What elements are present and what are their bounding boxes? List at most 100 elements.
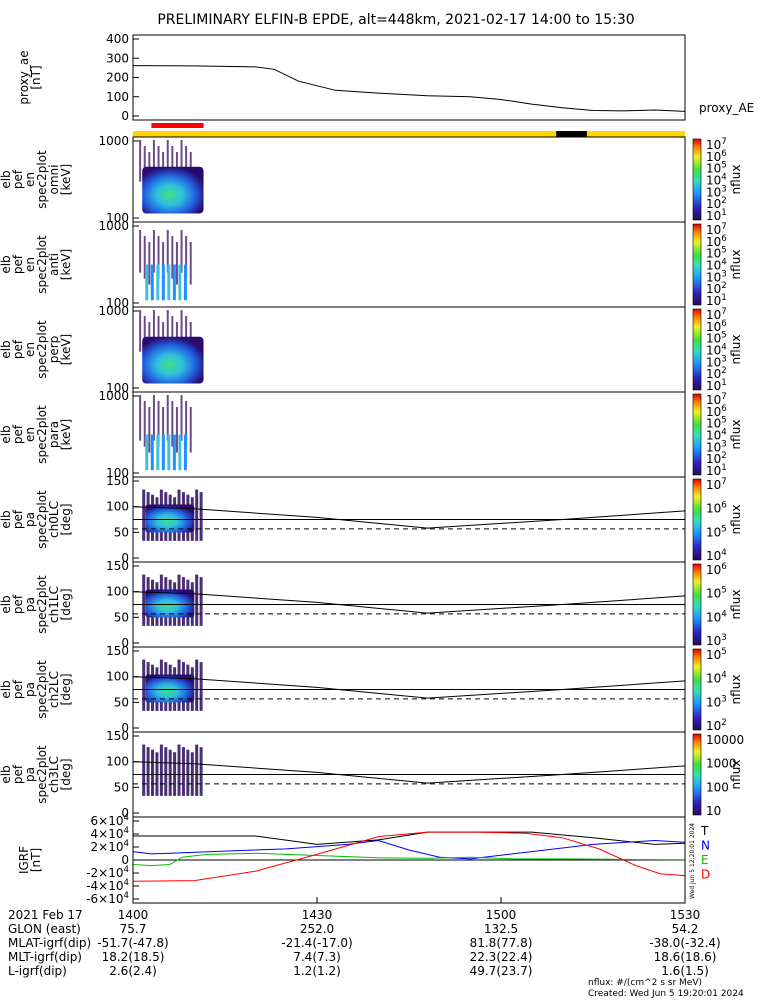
spectrogram-streak — [152, 310, 155, 352]
panel-frame — [132, 391, 686, 478]
spectrogram-streak — [157, 236, 160, 279]
colorbar-label: 106 — [706, 234, 727, 249]
y-tick-label: 100 — [106, 585, 129, 599]
x-row-value: 252.0 — [300, 922, 334, 936]
spectrogram-streak — [180, 140, 183, 182]
x-row-value: 49.7(23.7) — [470, 964, 533, 978]
spectrogram-streak — [166, 395, 169, 441]
y-axis-label: pef — [11, 679, 25, 699]
colorbar — [692, 223, 702, 306]
colorbar-label: 107 — [706, 477, 727, 492]
x-row-value: 1.6(1.5) — [661, 964, 709, 978]
spectrogram-streak — [178, 434, 182, 471]
y-axis-label: pa — [23, 682, 37, 697]
pa-streak — [177, 744, 181, 796]
spectrogram-streak — [150, 264, 154, 301]
colorbar-label: 106 — [706, 562, 727, 577]
spectrogram-streak — [145, 434, 149, 471]
y-axis-label: [keV] — [59, 419, 73, 450]
spectrogram-streak — [162, 407, 165, 453]
y-axis-label: spec2plot — [35, 405, 49, 464]
y-axis-label: en — [23, 257, 37, 272]
x-row-value: 2.6(2.4) — [109, 964, 157, 978]
pa-streak — [195, 489, 199, 541]
colorbar-label: 101 — [706, 293, 727, 308]
pitch-angle-data — [142, 659, 203, 711]
spectrogram-streak — [143, 236, 146, 279]
loss-cone-line — [132, 591, 686, 614]
spectrogram-streak — [183, 264, 187, 301]
spectrogram-streak — [139, 230, 142, 273]
spectrogram-streak — [143, 146, 146, 188]
panel-spec-anti: 1000100elbpefenspec2plotanti[keV]1071061… — [0, 219, 743, 310]
y-axis-label: elb — [0, 255, 13, 273]
y-tick-label: 150 — [106, 559, 129, 573]
y-tick-label: 100 — [106, 670, 129, 684]
spectrogram-streak — [185, 236, 188, 279]
colorbar-label: 107 — [706, 222, 727, 237]
igrf-line-E — [132, 852, 686, 867]
y-axis-label: anti — [47, 253, 61, 276]
spectrogram-streak — [162, 242, 165, 285]
y-axis-label: pef — [11, 594, 25, 614]
y-tick-label: 150 — [106, 474, 129, 488]
y-axis-label: perp — [47, 336, 61, 364]
y-tick-label: 0 — [121, 853, 129, 867]
y-axis-label: spec2plot — [35, 490, 49, 549]
x-row-value: 81.8(77.8) — [470, 936, 533, 950]
y-tick-label: 0 — [121, 721, 129, 735]
spectrogram-streak — [139, 310, 142, 352]
colorbar-label: 105 — [706, 246, 727, 261]
pa-streak — [199, 492, 203, 541]
y-axis-label: ch2LC — [47, 671, 61, 708]
pa-streak — [199, 747, 203, 796]
colorbar-label: 106 — [706, 501, 727, 516]
colorbar-label: 106 — [706, 319, 727, 334]
colorbar-label: 102 — [706, 451, 727, 466]
proxy-ae-series-label: proxy_AE — [699, 101, 754, 115]
y-tick-label: -4×104 — [86, 878, 129, 893]
y-tick-label: 50 — [114, 525, 129, 539]
pa-streak — [146, 747, 150, 796]
y-axis-label: spec2plot — [35, 575, 49, 634]
panel-frame — [132, 221, 686, 308]
x-row-value: 1.2(1.2) — [293, 964, 341, 978]
colorbar-unit: nflux — [729, 250, 743, 280]
panels: proxy_AE4003002001000proxy_ae[nT]1000100… — [0, 32, 754, 906]
y-axis-label: pef — [11, 424, 25, 444]
y-tick-label: 100 — [106, 466, 129, 480]
spectrogram-streak — [167, 434, 171, 471]
x-row-value: -51.7(-47.8) — [97, 936, 168, 950]
spectrogram-streak — [139, 140, 142, 182]
colorbar-label: 104 — [706, 671, 727, 686]
colorbar-label: 105 — [706, 331, 727, 346]
spectrogram-streak — [148, 407, 151, 453]
spectrogram-streak — [180, 395, 183, 441]
x-row-value: 54.2 — [672, 922, 699, 936]
colorbar-unit: nflux — [729, 590, 743, 620]
x-row-value: 1430 — [302, 908, 333, 922]
igrf-legend-N: N — [701, 839, 710, 853]
spectrogram-streak — [161, 434, 165, 471]
proxy-ae-line — [132, 65, 686, 112]
colorbar-label: 104 — [706, 428, 727, 443]
colorbar-label: 103 — [706, 354, 727, 369]
igrf-legend-E: E — [701, 853, 709, 867]
pa-streak — [181, 747, 185, 796]
colorbar-label: 102 — [706, 718, 727, 733]
colorbar-label: 105 — [706, 586, 727, 601]
loss-cone-line — [132, 761, 686, 784]
loss-cone-line — [132, 676, 686, 699]
colorbar-label: 104 — [706, 343, 727, 358]
x-row-label: 2021 Feb 17 — [8, 908, 83, 922]
colorbar-unit: nflux — [729, 675, 743, 705]
footer-created: Created: Wed Jun 5 19:20:01 2024 — [588, 989, 744, 999]
pa-streak — [195, 574, 199, 626]
y-tick-label: 1000 — [98, 219, 129, 233]
colorbar-label: 104 — [706, 548, 727, 563]
spectrogram-streak — [156, 264, 160, 301]
pa-streak — [159, 744, 163, 796]
x-row-value: 22.3(22.4) — [470, 950, 533, 964]
